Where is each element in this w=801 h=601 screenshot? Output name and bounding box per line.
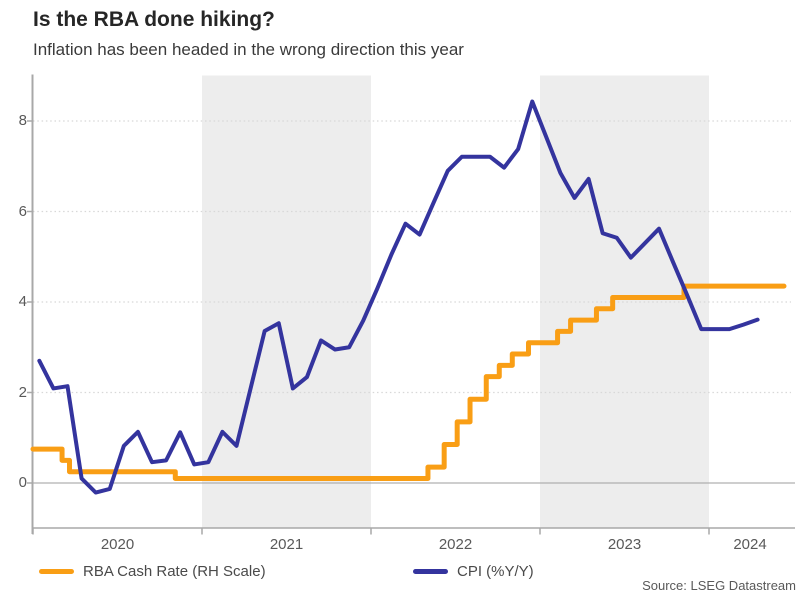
x-axis-tick-label: 2021 <box>269 536 304 553</box>
y-axis-tick-label: 4 <box>18 293 27 310</box>
rba-cash-rate-line <box>30 283 787 481</box>
y-axis-tick-label: 8 <box>18 112 27 129</box>
year-shading-band <box>540 75 709 528</box>
x-axis-tick-label: 2023 <box>607 536 642 553</box>
x-axis-tick-label: 2024 <box>733 536 767 553</box>
legend-label: CPI (%Y/Y) <box>457 562 534 580</box>
source-note: Source: LSEG Datastream <box>642 578 796 593</box>
legend-label: RBA Cash Rate (RH Scale) <box>83 562 266 580</box>
x-axis-tick-label: 2022 <box>438 536 473 553</box>
x-axis-tick-label: 2020 <box>100 536 135 553</box>
chart-subtitle: Inflation has been headed in the wrong d… <box>33 40 464 59</box>
legend-item-rba-cash-rate: RBA Cash Rate (RH Scale) <box>39 562 266 580</box>
legend-item-cpi: CPI (%Y/Y) <box>413 562 534 580</box>
chart-title: Is the RBA done hiking? <box>33 8 275 31</box>
cpi-line <box>37 99 760 495</box>
y-axis-tick-label: 0 <box>18 474 27 491</box>
y-axis-tick-label: 2 <box>18 383 27 401</box>
cpi-legend-swatch <box>413 568 448 574</box>
rba-cash-rate-legend-swatch <box>39 568 74 574</box>
y-axis-tick-label: 6 <box>18 202 27 220</box>
